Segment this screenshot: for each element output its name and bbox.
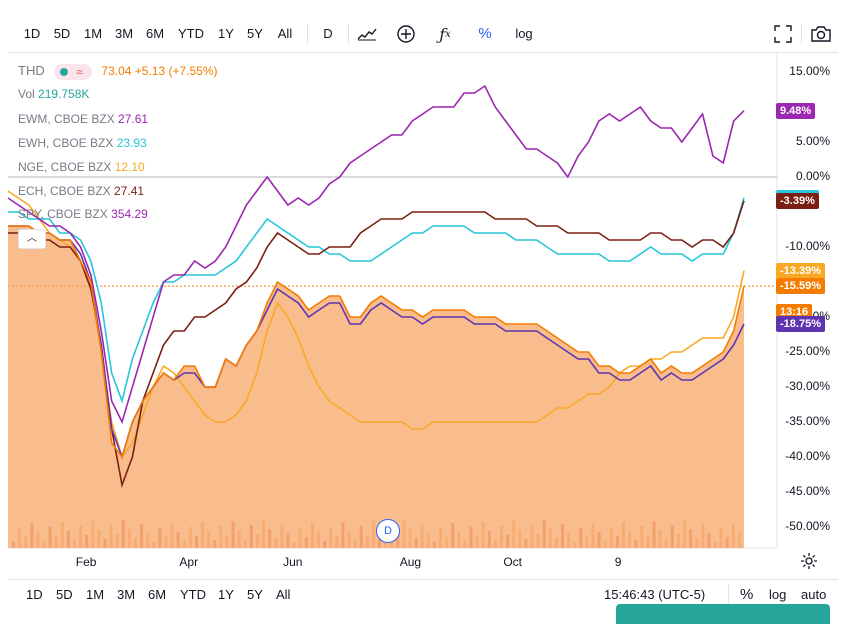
plus-circle-icon[interactable] — [393, 22, 419, 46]
bottom-range-1y[interactable]: 1Y — [218, 587, 234, 602]
axis-tick-label: 15.00% — [789, 64, 830, 78]
compare-icon[interactable] — [354, 22, 380, 46]
toolbar-divider — [728, 585, 729, 605]
clock-time[interactable]: 15:46:43 (UTC-5) — [604, 587, 706, 602]
trade-button[interactable] — [616, 604, 830, 624]
legend-item-value: 354.29 — [111, 207, 148, 221]
camera-icon[interactable] — [808, 22, 834, 46]
time-tick-label: Aug — [399, 555, 422, 569]
price-tag: -13.39% — [776, 262, 825, 279]
legend-item-name: EWM, CBOE BZX — [18, 112, 115, 126]
bottom-range-1m[interactable]: 1M — [86, 587, 105, 602]
legend-item-value: 23.93 — [116, 136, 147, 150]
axis-tick-label: -50.00% — [785, 519, 830, 533]
price-tag: 9.48% — [776, 102, 816, 119]
range-1m-button[interactable]: 1M — [83, 26, 103, 41]
time-tick-label: 9 — [614, 555, 622, 569]
legend-item-name: EWH, CBOE BZX — [18, 136, 114, 150]
toolbar-divider — [801, 24, 802, 44]
main-symbol[interactable]: THD — [18, 63, 45, 78]
axis-tick-label: -30.00% — [785, 379, 830, 393]
legend-item-name: SPY, CBOE BZX — [18, 207, 108, 221]
price-tag: -3.39% — [776, 192, 819, 209]
vol-value: 219.758K — [38, 87, 90, 101]
chevron-up-icon: ︿ — [27, 233, 37, 244]
time-tick-label: Oct — [503, 555, 523, 569]
dividend-marker[interactable]: D — [376, 519, 400, 543]
legend-collapse-button[interactable]: ︿ — [18, 229, 46, 249]
time-tick-label: Feb — [75, 555, 97, 569]
legend-item[interactable]: SPY, CBOE BZX 354.29 — [18, 207, 148, 221]
vol-label: Vol — [18, 87, 35, 101]
axis-tick-label: -10.00% — [785, 239, 830, 253]
interval-button[interactable]: D — [323, 26, 333, 41]
series-line-ewm — [7, 84, 745, 425]
range-6m-button[interactable]: 6M — [145, 26, 165, 41]
bottom-auto-toggle[interactable]: auto — [801, 587, 827, 602]
area-layer — [8, 226, 744, 548]
range-3m-button[interactable]: 3M — [114, 26, 134, 41]
time-tick-label: Apr — [179, 555, 199, 569]
bottom-range-3m[interactable]: 3M — [117, 587, 136, 602]
axis-tick-label: 0.00% — [795, 169, 830, 183]
bottom-range-5d[interactable]: 5D — [56, 587, 73, 602]
series-line-ech — [8, 200, 745, 489]
series-line-nge — [7, 190, 745, 459]
thd-area — [8, 226, 744, 548]
bottom-range-ytd[interactable]: YTD — [180, 587, 206, 602]
main-change: +5.13 (+7.55%) — [134, 64, 218, 78]
range-1y-button[interactable]: 1Y — [218, 26, 234, 41]
series-lines — [7, 84, 745, 489]
legend-item-value: 27.61 — [118, 112, 149, 126]
legend-item[interactable]: ECH, CBOE BZX 27.41 — [18, 184, 144, 198]
legend-item[interactable]: NGE, CBOE BZX 12.10 — [18, 160, 145, 174]
bottom-range-all[interactable]: All — [276, 587, 291, 602]
gear-icon[interactable] — [800, 552, 818, 575]
series-line-ewh — [8, 197, 745, 404]
bottom-percent-toggle[interactable]: % — [740, 586, 754, 603]
range-ytd-button[interactable]: YTD — [178, 26, 204, 41]
bottom-range-1d[interactable]: 1D — [26, 587, 43, 602]
wave-icon: ≈ — [76, 64, 83, 79]
legend-volume: Vol 219.758K — [18, 87, 89, 101]
bottom-log-toggle[interactable]: log — [769, 587, 787, 602]
legend-item-name: NGE, CBOE BZX — [18, 160, 112, 174]
legend-item-value: 12.10 — [114, 160, 145, 174]
axis-tick-label: 5.00% — [795, 134, 830, 148]
percent-scale-toggle[interactable]: % — [478, 25, 492, 42]
status-dot-icon — [60, 67, 69, 76]
legend-main: THD ≈ 73.04 +5.13 (+7.55%) — [18, 63, 218, 80]
price-tag: -15.59% — [776, 278, 825, 295]
series-line-thd — [8, 225, 745, 459]
main-value: 73.04 — [101, 64, 132, 78]
legend-item-name: ECH, CBOE BZX — [18, 184, 111, 198]
axis-tick-label: -40.00% — [785, 449, 830, 463]
legend-item[interactable]: EWH, CBOE BZX 23.93 — [18, 136, 147, 150]
bottom-range-5y[interactable]: 5Y — [247, 587, 263, 602]
toolbar-divider — [307, 24, 308, 44]
bottom-toolbar: 1D 5D 1M 3M 6M YTD 1Y 5Y All 15:46:43 (U… — [8, 579, 838, 610]
range-1d-button[interactable]: 1D — [23, 26, 41, 41]
price-tag: -18.75% — [776, 316, 825, 332]
axis-tick-label: -25.00% — [785, 344, 830, 358]
log-scale-toggle[interactable]: log — [515, 26, 533, 41]
symbol-badge[interactable]: ≈ — [54, 63, 93, 80]
axis-tick-label: -45.00% — [785, 484, 830, 498]
range-5d-button[interactable]: 5D — [53, 26, 71, 41]
range-all-button[interactable]: All — [277, 26, 293, 41]
time-tick-label: Jun — [283, 555, 303, 569]
legend-item[interactable]: EWM, CBOE BZX 27.61 — [18, 112, 148, 126]
toolbar-divider — [348, 24, 349, 44]
axis-tick-label: -35.00% — [785, 414, 830, 428]
fullscreen-icon[interactable] — [770, 22, 796, 46]
bottom-range-6m[interactable]: 6M — [148, 587, 167, 602]
range-5y-button[interactable]: 5Y — [247, 26, 263, 41]
legend-item-value: 27.41 — [114, 184, 145, 198]
